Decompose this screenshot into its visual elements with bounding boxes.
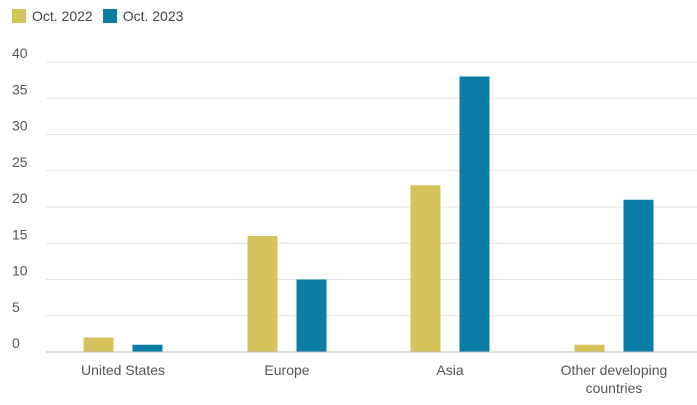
legend-item-series-2: Oct. 2023 bbox=[102, 8, 184, 24]
y-tick-label: 40 bbox=[12, 45, 28, 61]
x-category-label: Other developing countries bbox=[561, 362, 668, 396]
bar-series-2 bbox=[132, 344, 163, 352]
bars bbox=[83, 76, 654, 352]
bar-series-1 bbox=[83, 337, 114, 352]
y-tick-label: 15 bbox=[12, 226, 28, 242]
legend-label-series-1: Oct. 2022 bbox=[32, 8, 93, 24]
y-tick-label: 20 bbox=[12, 190, 28, 206]
bar-series-2 bbox=[459, 76, 490, 352]
y-tick-label: 10 bbox=[12, 263, 28, 279]
bar-series-1 bbox=[574, 344, 605, 352]
x-category-label: Europe bbox=[264, 362, 309, 378]
bar-series-1 bbox=[247, 236, 278, 352]
y-tick-label: 0 bbox=[12, 335, 20, 351]
bar-series-2 bbox=[296, 279, 327, 352]
y-tick-label: 25 bbox=[12, 154, 28, 170]
bar-series-2 bbox=[623, 199, 654, 352]
gridlines bbox=[46, 61, 697, 317]
y-tick-label: 5 bbox=[12, 299, 20, 315]
legend: Oct. 2022 Oct. 2023 bbox=[12, 8, 193, 24]
y-tick-label: 35 bbox=[12, 81, 28, 97]
y-tick-label: 30 bbox=[12, 118, 28, 134]
bar-series-1 bbox=[410, 185, 441, 352]
y-axis-ticks: 0 5 10 15 20 25 30 35 40 bbox=[12, 45, 28, 351]
x-axis-labels: United States Europe Asia Other developing c… bbox=[81, 362, 667, 396]
x-category-label: United States bbox=[81, 362, 165, 378]
x-category-label: Asia bbox=[436, 362, 463, 378]
legend-swatch-series-1 bbox=[12, 9, 26, 23]
legend-swatch-series-2 bbox=[102, 9, 117, 23]
legend-label-series-2: Oct. 2023 bbox=[122, 8, 184, 24]
legend-item-series-1: Oct. 2022 bbox=[12, 8, 93, 24]
